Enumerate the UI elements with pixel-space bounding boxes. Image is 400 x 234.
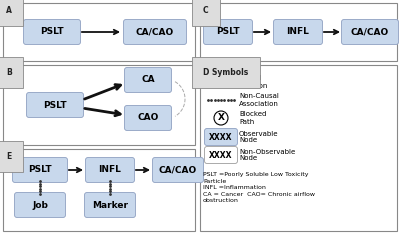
Text: PSLT =Poorly Soluble Low Toxicity
Particle
INFL =Inflammation
CA = Cancer  CAO= : PSLT =Poorly Soluble Low Toxicity Partic… [203, 172, 315, 203]
FancyBboxPatch shape [24, 19, 80, 44]
Text: INFL: INFL [286, 28, 310, 37]
Text: Job: Job [32, 201, 48, 209]
Text: CA/CAO: CA/CAO [351, 28, 389, 37]
FancyBboxPatch shape [12, 157, 68, 183]
Text: Non-Causal
Association: Non-Causal Association [239, 94, 279, 106]
FancyBboxPatch shape [86, 157, 134, 183]
FancyBboxPatch shape [124, 67, 172, 92]
Text: Causal
Relation: Causal Relation [239, 76, 267, 88]
Text: A: A [6, 6, 12, 15]
FancyBboxPatch shape [204, 19, 252, 44]
Text: PSLT: PSLT [216, 28, 240, 37]
Text: E: E [6, 152, 11, 161]
Text: CA/CAO: CA/CAO [136, 28, 174, 37]
FancyBboxPatch shape [124, 106, 172, 131]
Text: Observable
Node: Observable Node [239, 131, 278, 143]
FancyBboxPatch shape [84, 193, 136, 217]
FancyBboxPatch shape [204, 128, 238, 146]
Bar [3, 149, 195, 231]
Text: CA: CA [141, 76, 155, 84]
Text: Non-Observable
Node: Non-Observable Node [239, 149, 295, 161]
Text: CA/CAO: CA/CAO [159, 165, 197, 175]
Text: C: C [203, 6, 209, 15]
FancyBboxPatch shape [26, 92, 84, 117]
Text: Blocked
Path: Blocked Path [239, 111, 266, 124]
Text: XXXX: XXXX [209, 150, 233, 160]
FancyBboxPatch shape [342, 19, 398, 44]
Text: D Symbols: D Symbols [203, 68, 248, 77]
FancyBboxPatch shape [152, 157, 204, 183]
Text: X: X [218, 113, 224, 123]
Text: PSLT: PSLT [40, 28, 64, 37]
Bar [200, 65, 397, 231]
FancyBboxPatch shape [124, 19, 186, 44]
Text: PSLT: PSLT [28, 165, 52, 175]
Text: B: B [6, 68, 12, 77]
FancyBboxPatch shape [274, 19, 322, 44]
Text: Marker: Marker [92, 201, 128, 209]
FancyBboxPatch shape [14, 193, 66, 217]
Text: CAO: CAO [137, 113, 159, 123]
Bar [200, 3, 397, 61]
Bar [3, 65, 195, 145]
FancyBboxPatch shape [204, 146, 238, 164]
Bar [3, 3, 195, 61]
Text: PSLT: PSLT [43, 100, 67, 110]
Text: INFL: INFL [98, 165, 122, 175]
Text: XXXX: XXXX [209, 132, 233, 142]
